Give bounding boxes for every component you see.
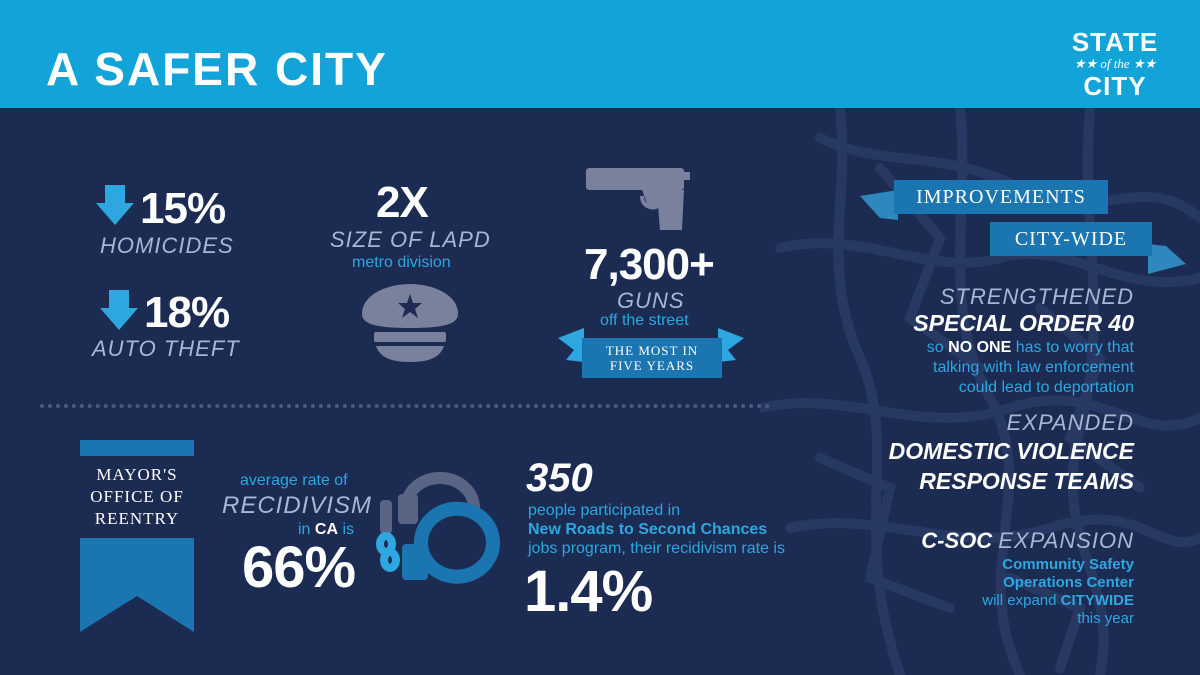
reentry-line-1: MAYOR'S	[96, 465, 178, 484]
so40-desc-line-1: so NO ONE has to worry that	[927, 338, 1134, 358]
special-order-40-title: SPECIAL ORDER 40	[913, 310, 1134, 336]
in-ca-line: in CA is	[298, 521, 354, 539]
most-in-five-years-banner: THE MOST IN FIVE YEARS	[582, 338, 722, 378]
is-text: is	[342, 521, 355, 538]
jobs-text: jobs program, their recidivism rate is	[528, 540, 785, 557]
logo-line-2: ★★ of the ★★	[1073, 56, 1157, 71]
improvements-banner: IMPROVEMENTS	[894, 180, 1108, 214]
in-text: in	[298, 521, 311, 538]
banner-line-2: FIVE YEARS	[609, 358, 695, 373]
section-divider	[40, 404, 770, 408]
citywide-banner: CITY-WIDE	[990, 222, 1152, 256]
banner-line-1: THE MOST IN	[605, 343, 699, 358]
dv-title: DOMESTIC VIOLENCE RESPONSE TEAMS	[889, 436, 1134, 496]
recidivism-label: RECIDIVISM	[222, 492, 373, 519]
csoc-desc-line-1: Community Safety	[1002, 556, 1134, 573]
no-one-text: NO ONE	[948, 339, 1012, 356]
dv-line-1: DOMESTIC VIOLENCE	[888, 438, 1134, 464]
dv-line-2: RESPONSE TEAMS	[919, 468, 1134, 494]
police-cap-icon	[362, 284, 458, 362]
people-text: people participated in	[528, 502, 681, 519]
so-text: so	[926, 339, 944, 356]
so40-desc-line-2: talking with law enforcement	[933, 359, 1134, 376]
improvements-ribbon-tails	[860, 190, 1186, 274]
csoc-title: C-SOC EXPANSION	[921, 528, 1134, 554]
ca-text: CA	[314, 521, 339, 538]
logo-line-3: CITY	[1083, 71, 1147, 101]
ca-rate-value: 66%	[242, 535, 356, 600]
expanded-label: EXPANDED	[1006, 410, 1134, 435]
participants-value: 350	[526, 456, 593, 500]
handgun-icon	[586, 168, 690, 230]
will-expand-text: will expand	[982, 592, 1057, 609]
guns-label: GUNS	[617, 288, 685, 313]
auto-theft-label: AUTO THEFT	[92, 336, 240, 361]
reentry-title: MAYOR'S OFFICE OF REENTRY	[80, 464, 194, 530]
bookmark-ribbon	[80, 538, 194, 632]
citywide-text: CITYWIDE	[1060, 592, 1134, 609]
csoc-desc-line-2: Operations Center	[1003, 574, 1134, 591]
lapd-label: SIZE OF LAPD	[330, 227, 491, 252]
bookmark-top-strip	[80, 440, 194, 456]
special-order-40-desc: so NO ONE has to worry that talking with…	[927, 338, 1134, 398]
homicides-label: HOMICIDES	[100, 233, 234, 258]
state-of-the-city-logo: STATE ★★ of the ★★ CITY	[1060, 28, 1170, 100]
strengthened-label: STRENGTHENED	[939, 284, 1134, 309]
guns-sub: off the street	[600, 312, 689, 329]
csoc-desc: Community Safety Operations Center will …	[982, 556, 1134, 628]
csoc-desc-line-3: will expand CITYWIDE	[982, 592, 1134, 610]
reentry-line-2: OFFICE OF	[90, 487, 184, 506]
so40-desc-line-3: could lead to deportation	[958, 379, 1134, 396]
program-rate-value: 1.4%	[524, 559, 653, 624]
reentry-line-3: REENTRY	[94, 509, 180, 528]
program-name: New Roads to Second Chances	[528, 521, 768, 538]
auto-theft-value: 18%	[144, 288, 230, 337]
handcuffs-icon	[376, 472, 500, 584]
header-bar: A SAFER CITY STATE ★★ of the ★★ CITY	[0, 0, 1200, 108]
down-arrow-icon	[96, 185, 134, 225]
so40-rest-text: has to worry that	[1015, 339, 1134, 356]
csoc-bold: C-SOC	[921, 528, 993, 553]
logo-line-1: STATE	[1071, 27, 1159, 57]
page-title: A SAFER CITY	[46, 43, 388, 95]
ribbon-tails	[558, 328, 744, 362]
csoc-expansion: EXPANSION	[998, 528, 1134, 553]
lapd-value: 2X	[376, 178, 429, 227]
down-arrow-icon	[100, 290, 138, 330]
guns-value: 7,300+	[584, 240, 715, 289]
homicides-value: 15%	[140, 184, 226, 233]
lapd-sub: metro division	[352, 254, 451, 271]
avg-rate-text: average rate of	[240, 472, 348, 489]
csoc-desc-line-4: this year	[1077, 610, 1134, 627]
